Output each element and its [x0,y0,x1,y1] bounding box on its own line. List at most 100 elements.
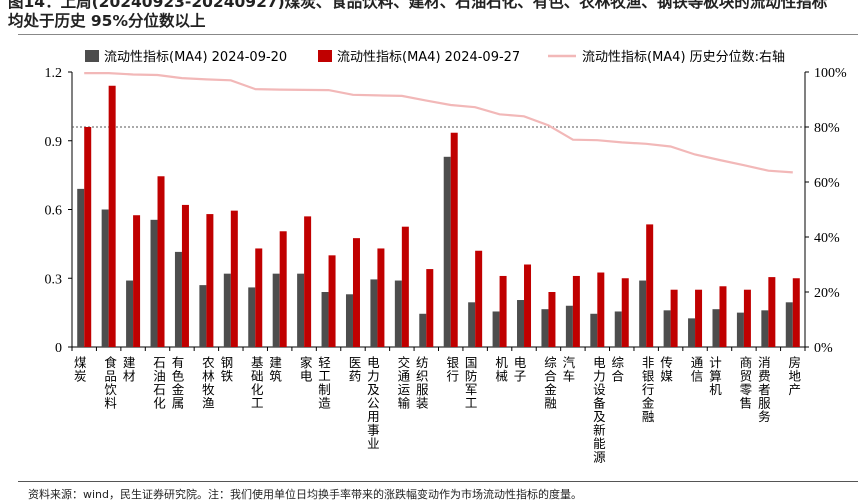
category-label: 电子 [512,356,527,383]
bar-prev [345,294,353,347]
category-label: 非银行金融 [640,356,655,424]
bar-curr [499,275,507,347]
category-label: 家电 [298,355,313,383]
category-label: 建筑 [267,356,282,383]
bar-prev [394,280,402,347]
bar-prev [126,280,134,347]
bar-curr [621,278,629,347]
category-label: 有色金属 [169,356,184,410]
bar-curr [695,289,703,347]
category-label: 房地产 [786,355,801,397]
bar-prev [761,310,769,347]
bar-curr [475,250,483,347]
category-label: 消费者服务 [756,356,771,424]
category-label: 食品饮料 [102,355,117,410]
bar-curr [108,85,116,347]
title-underline [18,34,858,35]
bar-curr [157,176,165,347]
category-label: 电力及公用事业 [365,356,380,451]
bar-prev [101,209,109,347]
right-tick-label: 80% [814,121,840,136]
bar-prev [541,309,549,347]
bar-prev [174,251,182,347]
bar-prev [199,285,207,347]
title-line-1: 图14：上周(20240923-20240927)煤炭、食品饮料、建材、石油石化… [8,0,828,11]
legend-swatch [318,50,332,62]
category-label: 计算机 [707,356,722,397]
bar-curr [328,255,336,347]
category-label: 农林牧渔 [200,356,215,410]
bar-prev [297,273,305,347]
legend-label: 流动性指标(MA4) 2024-09-27 [337,50,520,65]
legend: 流动性指标(MA4) 2024-09-20 流动性指标(MA4) 2024-09-… [85,50,785,65]
bar-curr [352,238,360,347]
left-tick-label: 1.2 [45,66,63,81]
bar-curr [279,231,287,347]
category-label: 机械 [493,356,508,383]
left-tick-label: 0.6 [45,204,63,219]
bar-curr [84,127,92,347]
bar-prev [614,311,622,347]
bar-curr [768,277,776,347]
category-label: 电力设备及新能源 [591,356,606,464]
bar-prev [419,313,427,347]
percentile-line-path [84,71,793,174]
bar-curr [401,226,409,347]
bar-prev [663,310,671,347]
title-line-2: 均处于历史 95%分位数以上 [8,12,206,30]
bar-curr [181,204,189,347]
figure-title: 图14：上周(20240923-20240927)煤炭、食品饮料、建材、石油石化… [8,0,858,31]
bar-prev [223,273,231,347]
right-tick-label: 40% [814,231,840,246]
category-label: 传媒 [658,355,673,383]
footnote-rule [18,481,858,482]
bar-prev [639,280,647,347]
bar-curr [597,272,605,347]
left-tick-label: 0 [55,341,62,356]
category-label: 国防军工 [463,356,478,410]
bar-prev [590,313,598,347]
axes: 0 0.3 0.6 0.9 1.2 0% 20% 40% 60% 80% 100% [45,66,848,356]
bar-prev [688,318,696,347]
category-label: 综合金融 [542,356,557,410]
bar-prev [370,279,378,347]
bar-curr [255,248,263,347]
bar-curr [524,264,532,347]
legend-label: 流动性指标(MA4) 历史分位数:右轴 [582,50,785,65]
bar-prev [565,305,573,347]
percentile-line [84,71,793,174]
category-label: 银行 [444,356,459,383]
bar-curr [304,216,312,347]
bar-curr [743,289,751,347]
bar-curr [377,248,385,347]
bar-prev [492,311,500,347]
bar-prev [77,188,85,347]
category-label: 综合 [609,356,624,383]
bar-curr [426,269,434,347]
category-label: 纺织服装 [414,356,429,410]
bar-curr [572,275,580,347]
bar-curr [230,210,238,347]
bar-prev [443,156,451,347]
category-label: 煤炭 [72,356,87,383]
left-tick-label: 0.9 [45,135,63,150]
bar-curr [670,289,678,347]
bar-prev [321,292,329,347]
bar-prev [736,312,744,347]
bar-prev [272,273,280,347]
bar-prev [248,287,256,347]
bar-prev [785,302,793,347]
category-label: 商贸零售 [737,355,752,410]
right-tick-label: 60% [814,176,840,191]
source-footnote: 资料来源：wind，民生证券研究院。注：我们使用单位日均换手率带来的涨跌幅变动作… [28,488,583,501]
right-tick-label: 20% [814,286,840,301]
bar-prev [150,219,158,347]
bar-curr [792,278,800,347]
category-label: 医药 [346,356,361,383]
right-tick-label: 100% [814,66,847,81]
category-label: 轻工制造 [316,356,331,410]
bar-prev [712,309,720,347]
bar-curr [133,215,141,347]
left-tick-label: 0.3 [45,272,63,287]
category-label: 通信 [689,356,704,383]
